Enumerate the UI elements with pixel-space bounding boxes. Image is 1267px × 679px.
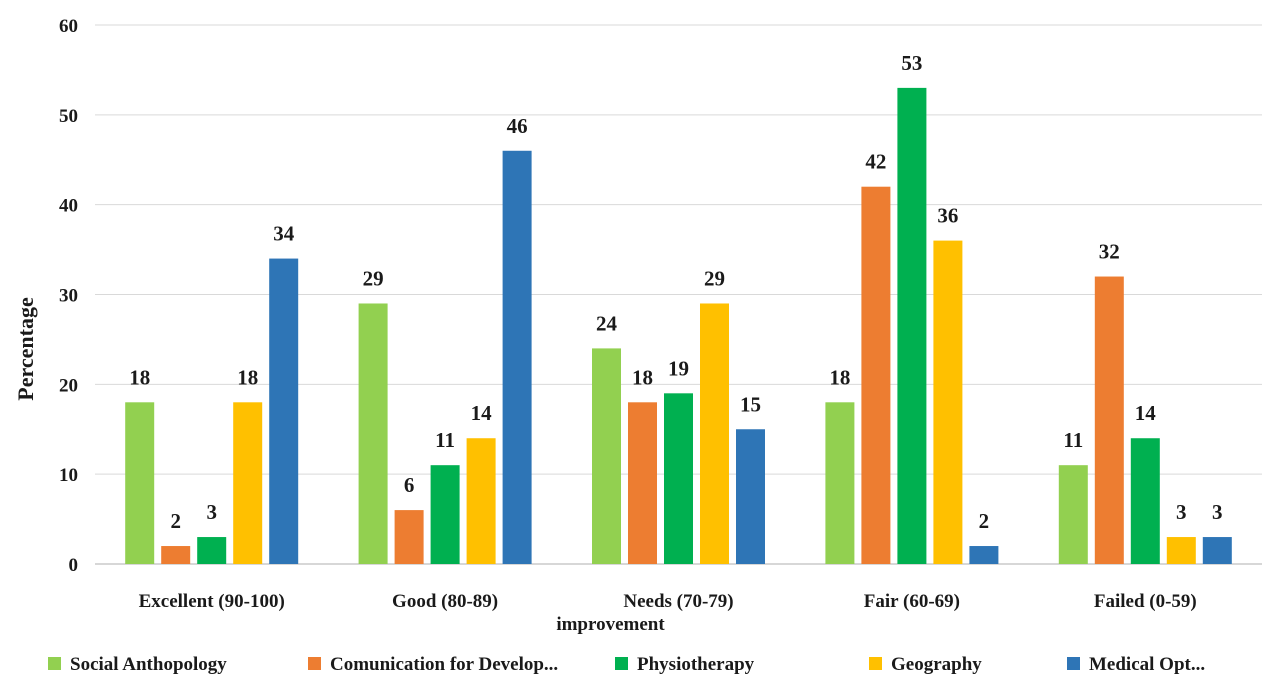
bar xyxy=(700,303,729,564)
y-tick-label: 20 xyxy=(59,375,78,396)
data-label: 2 xyxy=(170,509,181,533)
data-label: 29 xyxy=(363,266,384,290)
data-label: 18 xyxy=(129,365,150,389)
y-tick-label: 40 xyxy=(59,196,78,217)
legend-swatch xyxy=(308,657,321,670)
bar xyxy=(358,303,388,564)
x-tick-label: Excellent (90-100) xyxy=(139,591,285,612)
x-axis-categories: Excellent (90-100) Good (80-89) Needs (70-… xyxy=(139,591,1197,635)
legend-label: Geography xyxy=(891,654,982,675)
data-label: 11 xyxy=(435,428,455,452)
bar xyxy=(1202,537,1232,564)
data-label: 36 xyxy=(937,204,958,228)
x-tick-label: Good (80-89) xyxy=(392,591,498,612)
data-label: 3 xyxy=(206,500,217,524)
data-label: 2 xyxy=(979,509,990,533)
bar xyxy=(394,510,424,564)
x-tick-label: Failed (0-59) xyxy=(1094,591,1197,612)
y-tick-label: 60 xyxy=(59,16,78,37)
data-label: 42 xyxy=(865,150,886,174)
bar xyxy=(897,87,927,564)
bar xyxy=(233,402,263,564)
bar xyxy=(125,402,155,564)
legend-swatch xyxy=(615,657,628,670)
bar xyxy=(1058,465,1088,564)
data-label: 32 xyxy=(1099,240,1120,264)
data-label: 6 xyxy=(404,473,415,497)
legend-label: Medical Opt... xyxy=(1089,654,1205,675)
y-tick-label: 10 xyxy=(59,465,78,486)
y-tick-label: 50 xyxy=(59,106,78,127)
data-label: 53 xyxy=(901,51,922,75)
data-label: 18 xyxy=(237,365,258,389)
y-axis-title: Percentage xyxy=(13,297,38,401)
bar xyxy=(861,186,891,564)
data-label: 34 xyxy=(273,222,295,246)
x-tick-sublabel: improvement xyxy=(556,614,665,635)
legend: Social Anthopology Comunication for Devel… xyxy=(48,654,1205,675)
bar xyxy=(502,150,532,564)
data-label: 15 xyxy=(740,392,761,416)
bar xyxy=(161,546,191,564)
bar xyxy=(1166,537,1196,564)
x-tick-label: Needs (70-79) xyxy=(623,591,733,612)
y-tick-label: 30 xyxy=(59,286,78,307)
bar xyxy=(825,402,855,564)
legend-label: Comunication for Develop... xyxy=(330,654,558,675)
legend-label: Social Anthopology xyxy=(70,654,227,675)
data-label: 24 xyxy=(596,311,618,335)
data-label: 14 xyxy=(471,401,493,425)
bars xyxy=(125,87,1232,564)
bar xyxy=(1094,276,1124,564)
bar xyxy=(592,348,621,564)
bar xyxy=(664,393,693,564)
data-label: 3 xyxy=(1212,500,1223,524)
bar xyxy=(933,240,963,564)
bar xyxy=(628,402,657,564)
legend-swatch xyxy=(48,657,61,670)
data-label: 14 xyxy=(1135,401,1157,425)
data-label: 46 xyxy=(507,114,528,138)
bar xyxy=(969,546,999,564)
data-label: 29 xyxy=(704,266,725,290)
y-tick-label: 0 xyxy=(69,555,79,576)
bar xyxy=(197,537,227,564)
x-tick-label: Fair (60-69) xyxy=(864,591,960,612)
bar xyxy=(466,438,496,564)
data-label: 19 xyxy=(668,356,689,380)
bar xyxy=(1130,438,1160,564)
bar xyxy=(736,429,765,564)
data-label: 3 xyxy=(1176,500,1187,524)
legend-label: Physiotherapy xyxy=(637,654,755,675)
bar xyxy=(269,258,299,564)
data-label: 18 xyxy=(632,365,653,389)
legend-swatch xyxy=(1067,657,1080,670)
data-label: 18 xyxy=(829,365,850,389)
bar xyxy=(430,465,460,564)
y-axis-ticks: 0 10 20 30 40 50 60 xyxy=(59,16,78,576)
data-label: 11 xyxy=(1063,428,1083,452)
data-labels: 18 2 3 18 34 29 6 11 14 46 24 18 19 29 15 18 42 53 36 2 11 32… xyxy=(129,51,1222,533)
legend-swatch xyxy=(869,657,882,670)
